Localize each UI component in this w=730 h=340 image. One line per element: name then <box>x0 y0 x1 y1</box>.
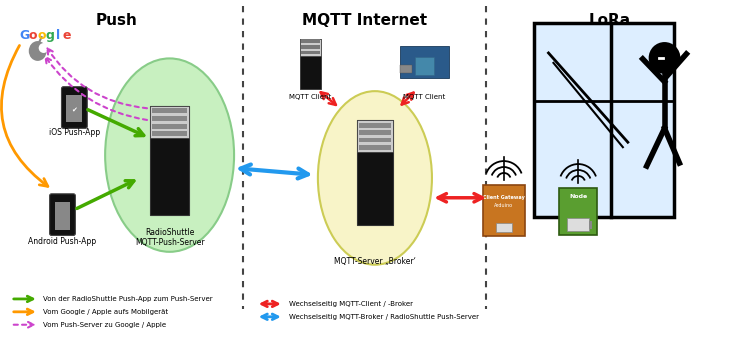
Text: Node: Node <box>569 194 588 199</box>
Ellipse shape <box>318 91 432 265</box>
Text: RadioShuttle
MQTT-Push-Server: RadioShuttle MQTT-Push-Server <box>135 227 204 247</box>
FancyBboxPatch shape <box>61 87 88 128</box>
Bar <box>359 138 391 142</box>
Text: MQTT Internet: MQTT Internet <box>302 13 428 28</box>
Bar <box>66 95 82 122</box>
Text: o: o <box>29 29 37 42</box>
Bar <box>299 39 321 56</box>
Text: MQTT-Server „Broker‘: MQTT-Server „Broker‘ <box>334 257 416 266</box>
Bar <box>359 131 391 135</box>
Ellipse shape <box>39 43 49 53</box>
Text: ✔: ✔ <box>72 106 77 113</box>
Text: MQTT Client: MQTT Client <box>289 94 331 100</box>
Text: Von der RadioShuttle Push-App zum Push-Server: Von der RadioShuttle Push-App zum Push-S… <box>42 296 212 302</box>
Text: MQTT Client: MQTT Client <box>404 94 445 100</box>
Ellipse shape <box>105 58 234 252</box>
Text: Push: Push <box>96 13 138 28</box>
Text: iOS Push-App: iOS Push-App <box>49 128 100 137</box>
Text: Client Gateway: Client Gateway <box>483 195 525 200</box>
Bar <box>483 185 525 236</box>
Text: G: G <box>20 29 30 42</box>
Circle shape <box>649 42 680 74</box>
Text: Vom Google / Apple aufs Mobilgerät: Vom Google / Apple aufs Mobilgerät <box>42 309 168 315</box>
Bar <box>400 65 412 73</box>
Bar <box>359 123 391 128</box>
Bar <box>301 45 320 49</box>
Bar <box>152 132 188 136</box>
Text: Wechselseitig MQTT-Client / -Broker: Wechselseitig MQTT-Client / -Broker <box>288 301 412 307</box>
Text: g: g <box>46 29 55 42</box>
Text: l: l <box>56 29 61 42</box>
Text: o: o <box>37 29 46 42</box>
Bar <box>152 116 188 121</box>
Bar <box>150 105 190 215</box>
Bar <box>150 105 190 138</box>
Bar <box>359 145 391 150</box>
Bar <box>559 188 597 236</box>
Bar <box>567 218 589 232</box>
FancyBboxPatch shape <box>50 194 75 236</box>
Bar <box>152 124 188 129</box>
Bar <box>400 46 449 78</box>
Bar <box>55 202 70 230</box>
Bar <box>496 223 512 233</box>
Text: LoRa: LoRa <box>589 13 631 28</box>
Bar <box>589 221 592 228</box>
Ellipse shape <box>28 41 47 61</box>
Bar <box>152 108 188 113</box>
Bar <box>415 57 434 75</box>
Bar <box>357 120 393 152</box>
Bar <box>301 51 320 54</box>
Bar <box>534 23 675 217</box>
Bar <box>357 120 393 224</box>
Text: Android Push-App: Android Push-App <box>28 237 96 246</box>
Text: Arduino: Arduino <box>494 203 513 208</box>
Text: Wechselseitig MQTT-Broker / RadioShuttle Push-Server: Wechselseitig MQTT-Broker / RadioShuttle… <box>288 314 479 320</box>
Bar <box>301 39 320 43</box>
Text: Vom Push-Server zu Google / Apple: Vom Push-Server zu Google / Apple <box>42 322 166 328</box>
Bar <box>299 39 321 89</box>
Text: e: e <box>63 29 72 42</box>
